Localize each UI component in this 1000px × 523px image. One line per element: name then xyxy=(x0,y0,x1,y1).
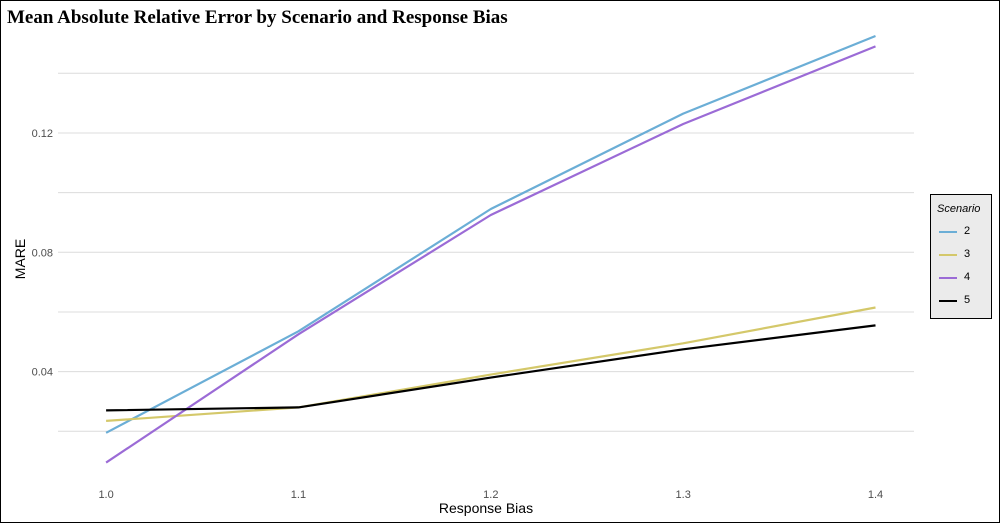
series-line-2 xyxy=(105,34,876,434)
legend-item: 2 xyxy=(937,224,987,240)
series-line-4 xyxy=(105,45,876,464)
series-line-3 xyxy=(106,306,876,422)
legend: Scenario 2 3 4 5 xyxy=(930,194,992,319)
legend-swatch xyxy=(939,277,957,279)
legend-swatch xyxy=(939,254,957,256)
y-axis-title: MARE xyxy=(12,239,28,279)
legend-swatch xyxy=(939,231,957,233)
legend-label: 5 xyxy=(964,294,971,306)
y-tick-label: 0.12 xyxy=(32,128,53,140)
y-tick-label: 0.08 xyxy=(32,247,53,259)
legend-item: 4 xyxy=(937,270,987,286)
x-tick-label: 1.4 xyxy=(868,489,883,501)
legend-label: 3 xyxy=(964,248,971,260)
x-tick-label: 1.1 xyxy=(291,489,306,501)
y-tick-labels: 0.04 0.08 0.12 xyxy=(32,128,53,379)
legend-item: 3 xyxy=(937,247,987,263)
series-lines xyxy=(105,34,876,464)
legend-item: 5 xyxy=(937,293,987,309)
grid-lines xyxy=(58,72,914,432)
chart-title: Mean Absolute Relative Error by Scenario… xyxy=(7,7,508,28)
legend-label: 4 xyxy=(964,271,971,283)
x-tick-label: 1.3 xyxy=(676,489,691,501)
series-line-5 xyxy=(106,324,876,412)
x-tick-label: 1.2 xyxy=(483,489,498,501)
x-tick-labels: 1.0 1.1 1.2 1.3 1.4 xyxy=(98,489,883,501)
legend-swatch xyxy=(939,300,957,302)
x-tick-label: 1.0 xyxy=(98,489,113,501)
y-tick-label: 0.04 xyxy=(32,367,53,379)
x-axis-title: Response Bias xyxy=(439,500,533,516)
legend-label: 2 xyxy=(964,225,971,237)
legend-title: Scenario xyxy=(937,203,981,215)
